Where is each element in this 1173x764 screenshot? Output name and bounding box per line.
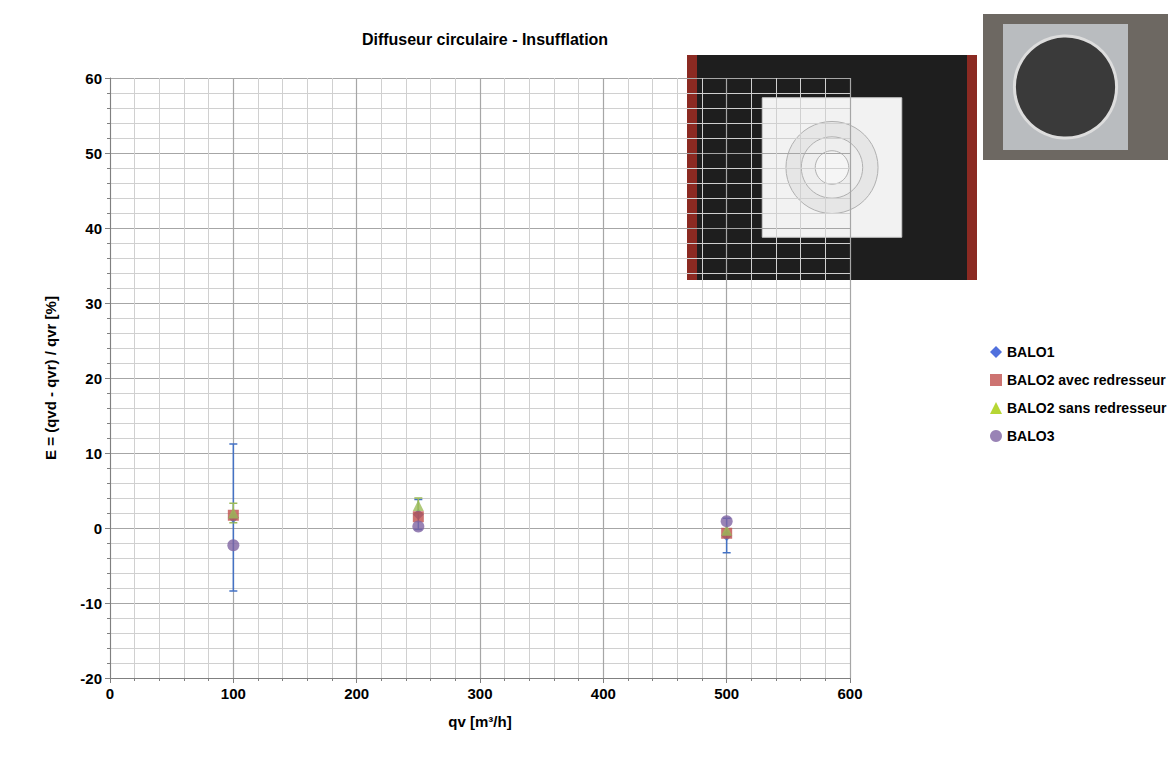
svg-text:100: 100 [221, 685, 246, 702]
svg-text:30: 30 [85, 295, 102, 312]
svg-text:40: 40 [85, 220, 102, 237]
svg-text:-20: -20 [80, 670, 102, 687]
svg-text:300: 300 [467, 685, 492, 702]
svg-text:BALO2 sans redresseur: BALO2 sans redresseur [1007, 400, 1167, 416]
svg-text:60: 60 [85, 70, 102, 87]
svg-text:BALO1: BALO1 [1007, 344, 1055, 360]
svg-text:BALO3: BALO3 [1007, 428, 1055, 444]
svg-text:0: 0 [94, 520, 102, 537]
svg-text:-10: -10 [80, 595, 102, 612]
svg-text:400: 400 [591, 685, 616, 702]
svg-text:0: 0 [106, 685, 114, 702]
svg-text:500: 500 [714, 685, 739, 702]
svg-text:Diffuseur circulaire - Insuffl: Diffuseur circulaire - Insufflation [362, 31, 608, 48]
svg-text:600: 600 [837, 685, 862, 702]
svg-text:BALO2 avec redresseur: BALO2 avec redresseur [1007, 372, 1166, 388]
svg-text:200: 200 [344, 685, 369, 702]
svg-text:50: 50 [85, 145, 102, 162]
svg-text:20: 20 [85, 370, 102, 387]
svg-text:E = (qvd - qvr) / qvr [%]: E = (qvd - qvr) / qvr [%] [42, 296, 59, 460]
svg-text:10: 10 [85, 445, 102, 462]
svg-text:qv [m³/h]: qv [m³/h] [448, 713, 511, 730]
